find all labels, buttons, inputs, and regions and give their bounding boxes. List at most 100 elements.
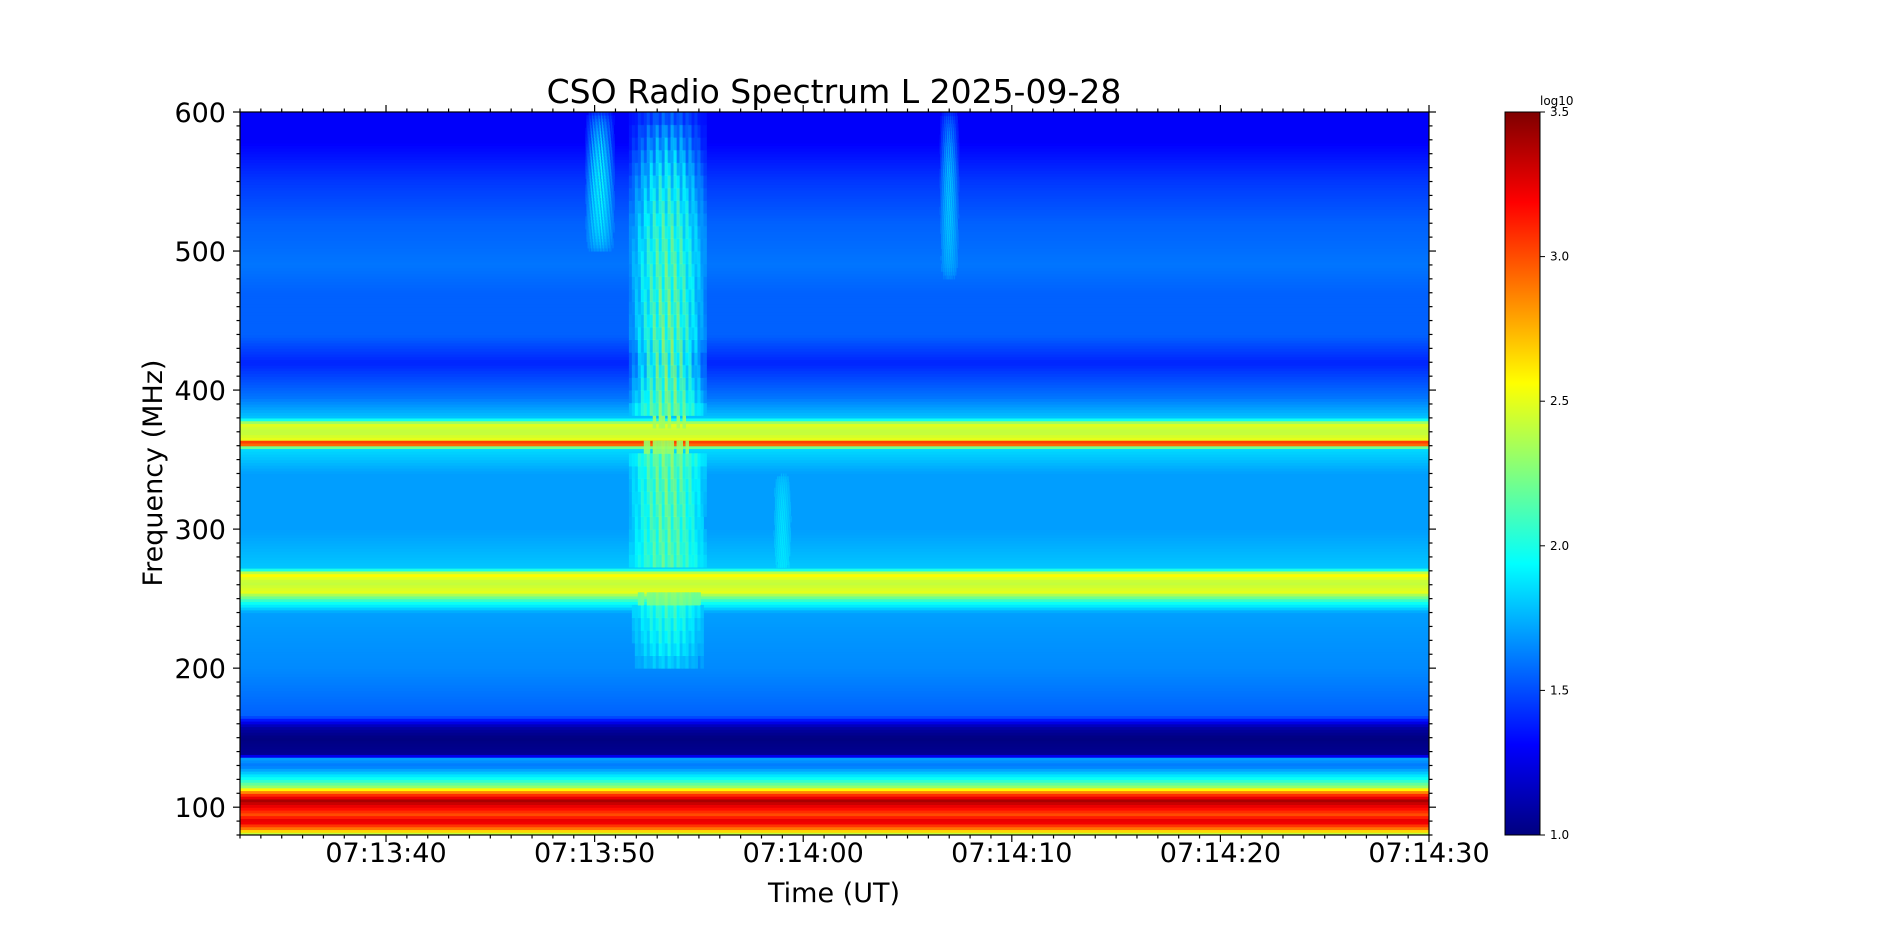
burst-cell: [586, 197, 589, 201]
burst-cell: [784, 496, 786, 500]
burst-cell: [667, 402, 672, 416]
burst-cell: [605, 244, 608, 249]
burst-cell: [587, 143, 590, 148]
burst-cell: [658, 415, 663, 429]
burst-cell: [703, 491, 707, 505]
burst-cell: [942, 176, 944, 181]
burst-cell: [658, 453, 663, 467]
burst-cell: [776, 547, 778, 551]
burst-cell: [600, 143, 603, 148]
burst-cell: [779, 530, 781, 534]
burst-cell: [631, 124, 636, 138]
burst-cell: [593, 241, 595, 246]
burst-cell: [774, 513, 776, 517]
burst-cell: [608, 115, 611, 119]
burst-cell: [780, 513, 782, 517]
burst-cell: [607, 197, 610, 201]
burst-cell: [952, 195, 955, 200]
spectrum-band: [240, 187, 1429, 191]
burst-cell: [631, 251, 636, 265]
burst-cell: [952, 123, 955, 128]
burst-cell: [679, 642, 684, 657]
burst-cell: [688, 655, 692, 669]
burst-cell: [949, 203, 952, 208]
burst-cell: [606, 181, 609, 186]
burst-cell: [649, 238, 654, 252]
burst-cell: [609, 191, 612, 195]
burst-cell: [703, 251, 707, 265]
burst-cell: [780, 524, 783, 529]
burst-cell: [948, 252, 950, 257]
burst-cell: [945, 233, 947, 238]
burst-cell: [603, 206, 605, 211]
burst-cell: [611, 115, 613, 119]
burst-cell: [697, 491, 701, 505]
burst-cell: [956, 191, 958, 196]
burst-cell: [594, 191, 596, 195]
burst-cell: [943, 259, 945, 265]
burst-cell: [600, 206, 603, 211]
burst-cell: [951, 195, 953, 200]
burst-cell: [612, 216, 614, 220]
burst-cell: [691, 251, 695, 265]
spectrum-band: [240, 501, 1429, 505]
burst-cell: [607, 146, 610, 151]
burst-cell: [586, 159, 589, 164]
burst-cell: [940, 214, 942, 219]
burst-cell: [685, 200, 689, 214]
burst-cell: [609, 206, 612, 211]
burst-cell: [586, 149, 589, 154]
burst-cell: [652, 137, 657, 151]
burst-cell: [646, 175, 651, 189]
burst-cell: [658, 238, 663, 252]
burst-cell: [588, 181, 591, 186]
burst-cell: [944, 221, 946, 227]
burst-cell: [588, 244, 591, 249]
burst-cell: [785, 521, 787, 526]
burst-cell: [649, 339, 654, 353]
burst-cell: [590, 219, 593, 224]
burst-cell: [955, 191, 957, 196]
burst-cell: [670, 529, 675, 543]
spectrum-band: [240, 267, 1429, 272]
burst-cell: [786, 496, 789, 500]
burst-cell: [640, 314, 645, 328]
burst-cell: [777, 510, 780, 514]
burst-cell: [634, 390, 639, 404]
burst-cell: [945, 256, 947, 261]
burst-cell: [611, 216, 613, 220]
burst-cell: [781, 536, 783, 540]
burst-cell: [775, 530, 777, 534]
burst-cell: [789, 507, 791, 511]
burst-cell: [949, 259, 952, 265]
burst-cell: [688, 604, 692, 619]
burst-cell: [670, 390, 675, 404]
burst-cell: [950, 184, 952, 189]
burst-cell: [942, 119, 944, 124]
spectrum-band: [240, 392, 1429, 397]
burst-cell: [943, 256, 945, 261]
burst-cell: [646, 592, 651, 606]
burst-cell: [954, 176, 956, 181]
spectrum-band: [240, 593, 1429, 597]
burst-cell: [608, 149, 611, 154]
burst-cell: [588, 118, 591, 122]
burst-cell: [649, 314, 654, 328]
burst-cell: [941, 115, 944, 121]
burst-cell: [611, 194, 613, 198]
burst-cell: [777, 484, 779, 489]
burst-cell: [697, 149, 701, 164]
burst-cell: [691, 339, 695, 353]
burst-cell: [700, 503, 704, 517]
burst-cell: [592, 153, 594, 157]
burst-cell: [950, 225, 952, 231]
burst-cell: [592, 187, 594, 192]
burst-cell: [608, 159, 611, 164]
burst-cell: [609, 209, 612, 214]
burst-cell: [588, 209, 591, 214]
burst-cell: [634, 541, 639, 555]
burst-cell: [676, 491, 681, 505]
burst-cell: [942, 221, 944, 227]
burst-cell: [667, 453, 672, 467]
burst-cell: [594, 184, 596, 189]
